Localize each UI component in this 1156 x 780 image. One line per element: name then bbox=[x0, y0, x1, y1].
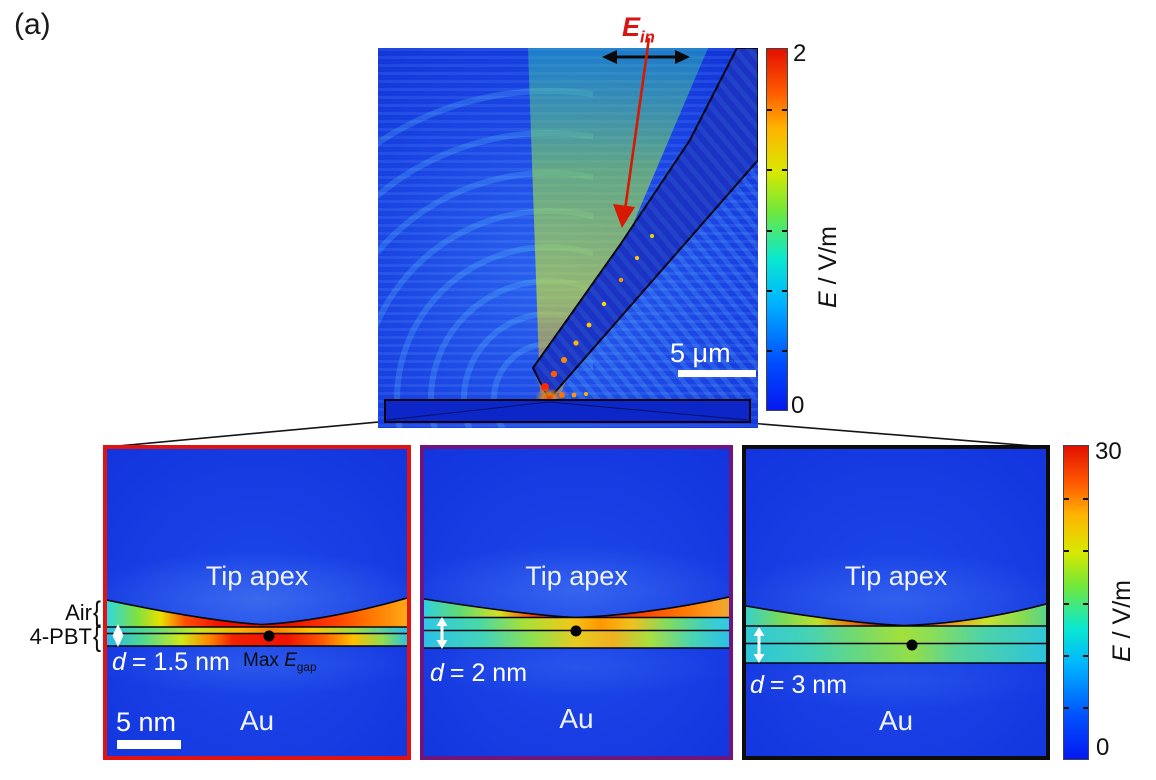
incident-arrows-overlay bbox=[602, 37, 690, 228]
top-colorbar-min: 0 bbox=[791, 392, 805, 419]
air-label-text: Air bbox=[65, 600, 92, 625]
axis-symbol: E bbox=[1108, 645, 1136, 662]
colorbar-tick bbox=[1064, 498, 1088, 501]
molecule-layer-label: 4-PBT { bbox=[0, 619, 101, 654]
molecule-label-text: 4-PBT bbox=[29, 624, 92, 649]
top-field-map bbox=[378, 47, 759, 428]
max-field-dot bbox=[263, 630, 275, 642]
bottom-colorbar bbox=[1063, 445, 1089, 760]
bottom-colorbar-axis-label: E / V/m bbox=[1108, 580, 1137, 662]
colorbar-tick bbox=[1064, 602, 1088, 605]
air-gap-wedge bbox=[107, 598, 407, 627]
gap-field-map-3 bbox=[746, 449, 1046, 756]
incident-field-symbol: E bbox=[622, 12, 641, 42]
max-field-dot bbox=[570, 625, 582, 637]
molecular-layer-upper bbox=[424, 617, 729, 631]
gap-distance-arrow bbox=[112, 624, 124, 647]
incident-field-subscript: in bbox=[640, 27, 655, 47]
incident-field-label: Ein bbox=[622, 12, 655, 47]
incident-direction-arrow bbox=[613, 37, 651, 228]
top-colorbar-axis-label: E / V/m bbox=[814, 226, 843, 308]
gap-distance-arrow bbox=[753, 627, 765, 663]
molecule-brace: { bbox=[92, 619, 101, 654]
air-layer-label: Air { bbox=[0, 595, 101, 630]
axis-units: / V/m bbox=[814, 226, 842, 292]
colorbar-tick bbox=[1064, 706, 1088, 709]
molecular-layer-lower bbox=[107, 633, 407, 646]
gap-distance-arrow bbox=[436, 617, 448, 649]
colorbar-tick bbox=[1064, 550, 1088, 553]
tip-apex-surface bbox=[107, 597, 407, 626]
bottom-colorbar-min: 0 bbox=[1096, 734, 1110, 761]
top-colorbar bbox=[766, 48, 788, 411]
air-gap-wedge bbox=[424, 597, 729, 618]
air-brace: { bbox=[92, 595, 101, 630]
incident-beam bbox=[528, 48, 708, 393]
colorbar-tick bbox=[767, 109, 787, 112]
gap-panel-d1p5: Tip apex d = 1.5 nm Max Egap Au 5 nm bbox=[103, 445, 411, 760]
figure-panel-letter: (a) bbox=[14, 8, 51, 41]
molecular-layer-upper bbox=[746, 626, 1046, 644]
molecular-layer-upper bbox=[107, 627, 407, 634]
gap-panel-d2: Tip apex d = 2 nm Au bbox=[420, 445, 733, 760]
air-gap-wedge bbox=[746, 604, 1046, 626]
top-scale-bar-label: 5 μm bbox=[670, 338, 731, 368]
top-colorbar-max: 2 bbox=[793, 40, 807, 67]
colorbar-tick bbox=[1064, 654, 1088, 657]
colorbar-tick bbox=[767, 229, 787, 232]
colorbar-tick bbox=[767, 289, 787, 292]
molecular-layer-lower bbox=[424, 630, 729, 648]
max-field-dot bbox=[906, 639, 918, 651]
colorbar-tick bbox=[767, 349, 787, 352]
colorbar-tick bbox=[767, 169, 787, 172]
molecular-layer-lower bbox=[746, 643, 1046, 663]
gap-panel-d3: Tip apex d = 3 nm Au bbox=[742, 445, 1050, 760]
top-scale-bar bbox=[678, 370, 756, 377]
bottom-colorbar-max: 30 bbox=[1095, 438, 1122, 465]
gap-field-map-2 bbox=[424, 449, 729, 756]
top-field-simulation: 5 μm bbox=[378, 47, 759, 428]
axis-symbol: E bbox=[814, 291, 842, 308]
axis-units: / V/m bbox=[1108, 580, 1136, 646]
substrate-bar bbox=[384, 399, 751, 423]
gap-field-map-1 bbox=[107, 449, 407, 756]
